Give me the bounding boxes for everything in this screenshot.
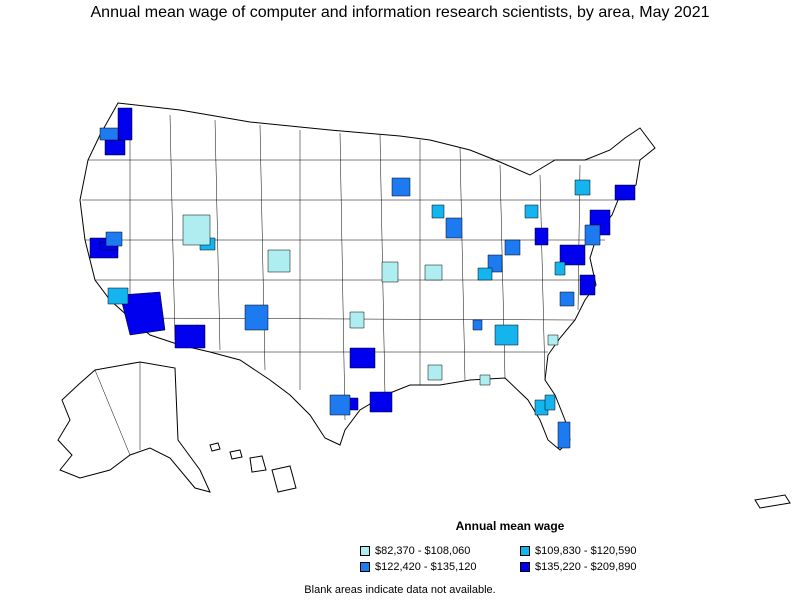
area-huntsville [472, 319, 483, 331]
area-kansas [381, 261, 399, 283]
legend-label-2: $109,830 - $120,590 [535, 545, 637, 557]
legend-title: Annual mean wage [455, 519, 565, 533]
area-wisconsin [431, 204, 445, 219]
area-va-west [554, 261, 566, 276]
area-southern-ca [119, 291, 166, 336]
area-ohio [504, 239, 521, 256]
area-mobile [479, 374, 491, 386]
area-upstate-ny [574, 179, 591, 196]
hawaii-islands [209, 442, 297, 493]
area-sc [547, 334, 559, 346]
legend-swatch-1 [360, 546, 370, 556]
area-dallas [349, 347, 376, 369]
alaska-boundary [94, 362, 141, 456]
area-kentucky [477, 267, 493, 281]
legend-label-1: $82,370 - $108,060 [375, 545, 471, 557]
area-louisiana [427, 364, 443, 381]
area-missouri [424, 264, 443, 281]
legend-swatch-3 [360, 562, 370, 572]
colored-areas [89, 107, 636, 449]
area-albuquerque [244, 304, 269, 331]
area-oklahoma [349, 311, 365, 329]
legend-item-3: $122,420 - $135,120 [360, 561, 477, 573]
area-orlando [544, 394, 556, 411]
area-la [107, 287, 129, 305]
area-michigan [524, 204, 539, 219]
footnote: Blank areas indicate data not available. [304, 584, 496, 596]
area-seattle [117, 107, 133, 141]
area-minneapolis [391, 177, 411, 197]
area-houston [369, 391, 393, 413]
alaska-outline [57, 361, 211, 493]
area-sacramento [105, 231, 123, 247]
area-atlanta [494, 324, 519, 346]
legend-label-4: $135,220 - $209,890 [535, 561, 637, 573]
area-dc [559, 244, 586, 266]
area-florida-south [557, 421, 571, 449]
area-portland [104, 139, 126, 156]
legend-label-3: $122,420 - $135,120 [375, 561, 477, 573]
area-oregon [99, 127, 119, 141]
area-virginia [579, 274, 596, 296]
legend-item-2: $109,830 - $120,590 [520, 545, 637, 557]
area-boston [614, 184, 636, 201]
area-colorado [267, 249, 291, 273]
area-phoenix [174, 324, 206, 349]
area-idaho-boise [182, 214, 211, 246]
map-title: Annual mean wage of computer and informa… [90, 4, 710, 21]
area-san-antonio [329, 394, 351, 416]
area-nc [559, 291, 575, 307]
area-iowa [445, 217, 463, 239]
area-chicago [534, 227, 549, 246]
legend-swatch-2 [520, 546, 530, 556]
legend-item-1: $82,370 - $108,060 [360, 545, 470, 557]
area-philly [584, 224, 601, 246]
legend-swatch-4 [520, 562, 530, 572]
legend-item-4: $135,220 - $209,890 [520, 561, 637, 573]
puerto-rico-outline [754, 494, 791, 509]
